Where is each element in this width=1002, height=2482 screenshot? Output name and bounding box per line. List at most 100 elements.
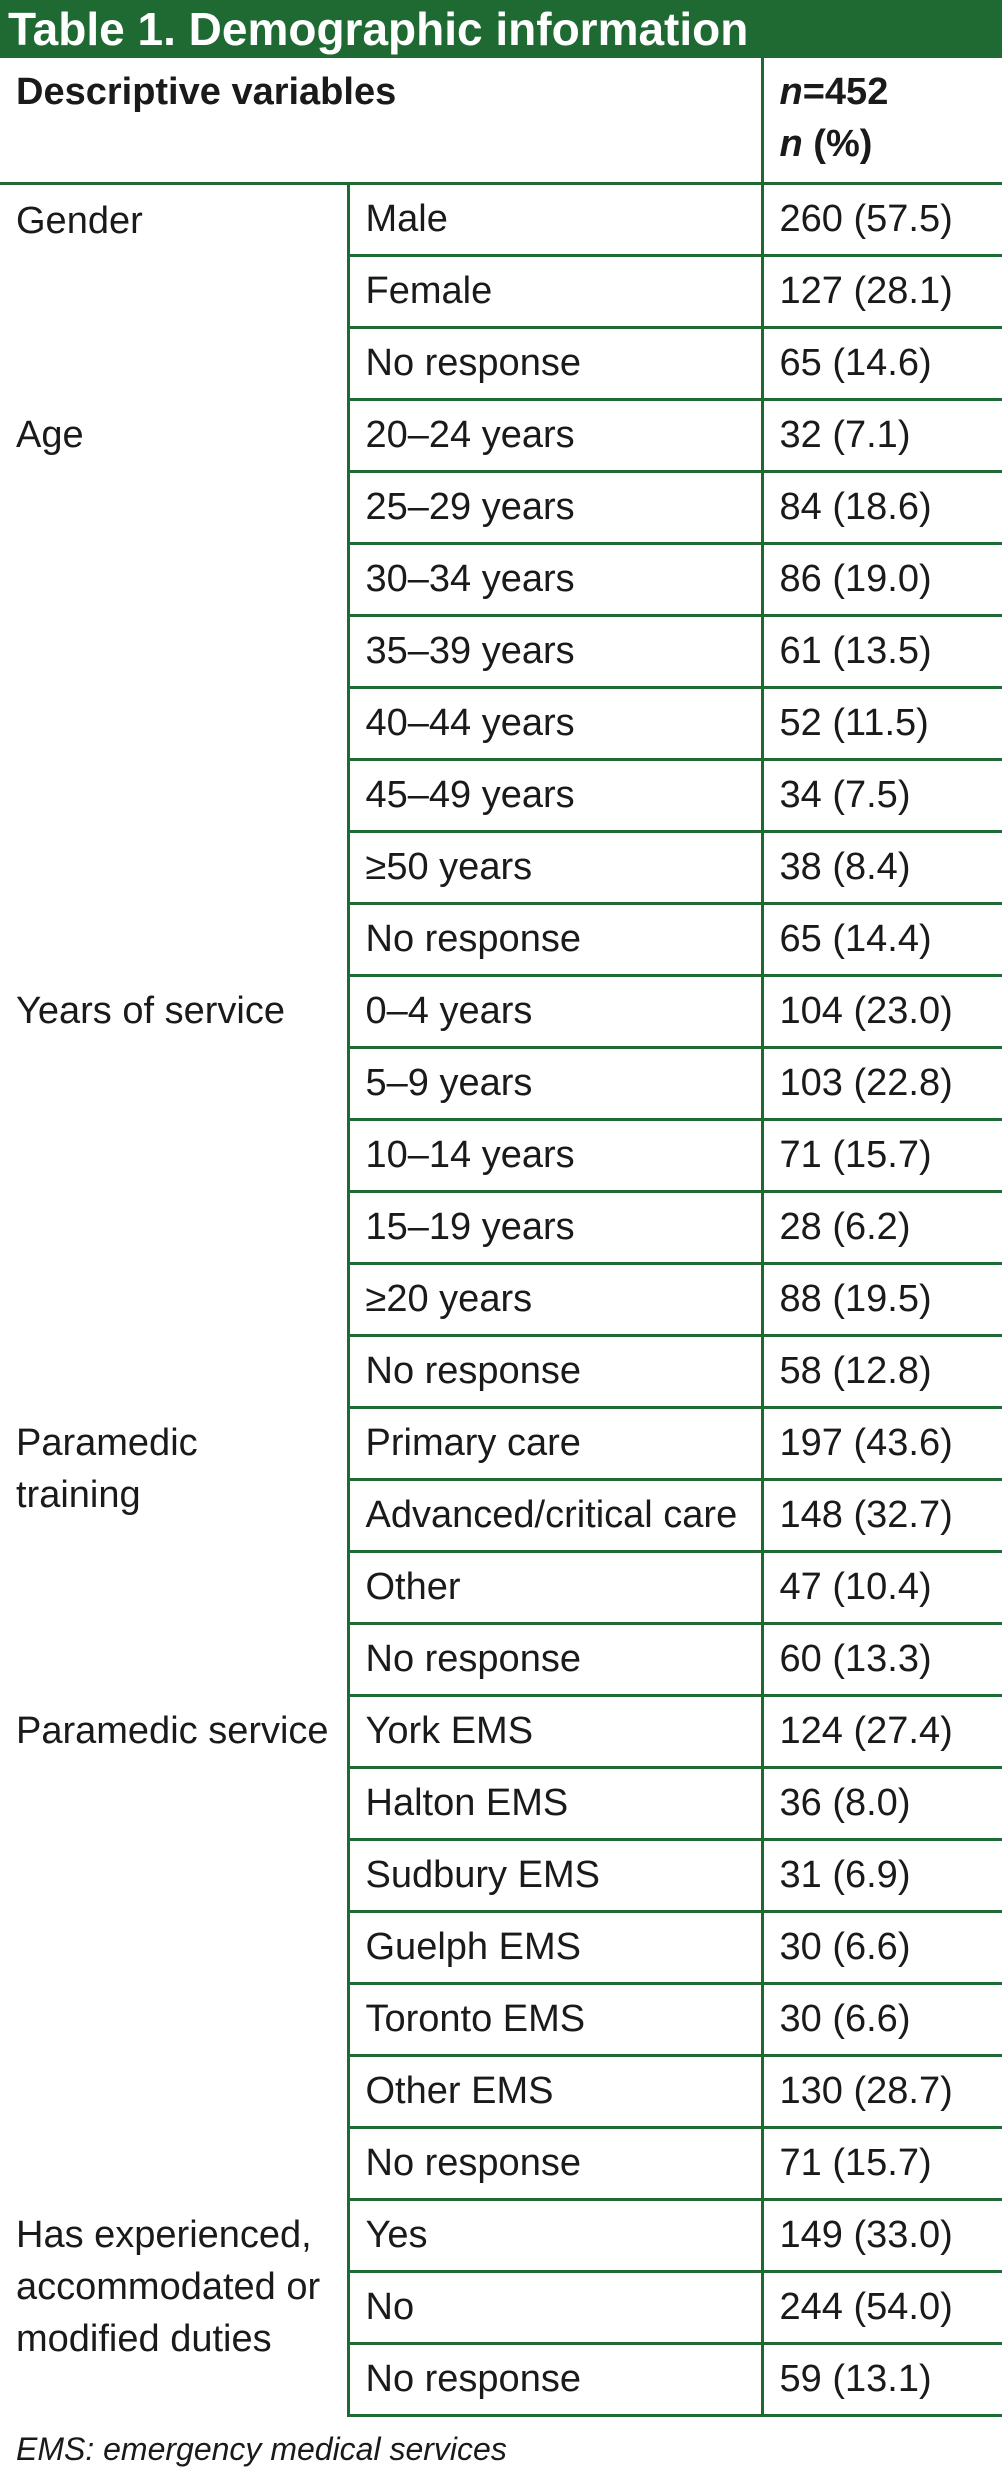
value-cell: 65 (14.6) (762, 327, 1002, 401)
table-row: No response 58 (12.8) (0, 1335, 1002, 1409)
table-row: Female 127 (28.1) (0, 255, 1002, 329)
table-row: 15–19 years 28 (6.2) (0, 1191, 1002, 1265)
value-cell: 130 (28.7) (762, 2055, 1002, 2129)
header-descriptive-variables: Descriptive variables (0, 58, 764, 185)
table-footnote: EMS: emergency medical services (16, 2430, 507, 2467)
value-cell: 124 (27.4) (762, 1695, 1002, 1769)
subcategory-cell: No response (348, 1335, 764, 1409)
table-row: Sudbury EMS 31 (6.9) (0, 1839, 1002, 1913)
table-row: 25–29 years 84 (18.6) (0, 471, 1002, 545)
subcategory-cell: Other EMS (348, 2055, 764, 2129)
subcategory-cell: Other (348, 1551, 764, 1625)
table-row: No 244 (54.0) (0, 2271, 1002, 2345)
table-row: Halton EMS 36 (8.0) (0, 1767, 1002, 1841)
value-cell: 127 (28.1) (762, 255, 1002, 329)
subcategory-cell: 30–34 years (348, 543, 764, 617)
subcategory-cell: No response (348, 1623, 764, 1697)
value-cell: 88 (19.5) (762, 1263, 1002, 1337)
subcategory-cell: York EMS (348, 1695, 764, 1769)
category-cell: Age (0, 399, 350, 975)
header-n-symbol: n (779, 71, 803, 113)
subcategory-cell: Sudbury EMS (348, 1839, 764, 1913)
subcategory-cell: 45–49 years (348, 759, 764, 833)
subcategory-cell: Yes (348, 2199, 764, 2273)
table-row: 30–34 years 86 (19.0) (0, 543, 1002, 617)
value-cell: 47 (10.4) (762, 1551, 1002, 1625)
category-cell: Paramedic training (0, 1407, 350, 1695)
value-cell: 104 (23.0) (762, 975, 1002, 1049)
header-pct-label: (%) (802, 123, 873, 165)
table-row: Years of service 0–4 years 104 (23.0) (0, 975, 1002, 1407)
value-cell: 38 (8.4) (762, 831, 1002, 905)
subcategory-cell: No response (348, 2127, 764, 2201)
table-row: Paramedic service York EMS 124 (27.4) (0, 1695, 1002, 2199)
table-row: Gender Male 260 (57.5) (0, 183, 1002, 399)
table-body: Gender Male 260 (57.5) Female 127 (28.1) No r… (0, 183, 1002, 2417)
value-cell: 31 (6.9) (762, 1839, 1002, 1913)
subcategory-cell: 5–9 years (348, 1047, 764, 1121)
table-row: Paramedic training Primary care 197 (43.6) (0, 1407, 1002, 1695)
table-row: Other EMS 130 (28.7) (0, 2055, 1002, 2129)
value-cell: 71 (15.7) (762, 1119, 1002, 1193)
header-n: n=452 n (%) (762, 58, 1002, 185)
value-cell: 59 (13.1) (762, 2343, 1002, 2417)
table-row: No response 60 (13.3) (0, 1623, 1002, 1697)
category-cell: Years of service (0, 975, 350, 1407)
table-row: Age 20–24 years 32 (7.1) (0, 399, 1002, 975)
subcategory-cell: Male (348, 183, 764, 257)
table-row: 35–39 years 61 (13.5) (0, 615, 1002, 689)
subcategory-cell: 40–44 years (348, 687, 764, 761)
table-row: Advanced/critical care 148 (32.7) (0, 1479, 1002, 1553)
subcategory-cell: No (348, 2271, 764, 2345)
table-row: 40–44 years 52 (11.5) (0, 687, 1002, 761)
demographic-table: Descriptive variables n=452 n (%) Gender… (0, 58, 1002, 2417)
subcategory-cell: 25–29 years (348, 471, 764, 545)
subcategory-cell: Guelph EMS (348, 1911, 764, 1985)
header-pct-symbol: n (779, 123, 803, 165)
value-cell: 61 (13.5) (762, 615, 1002, 689)
value-cell: 34 (7.5) (762, 759, 1002, 833)
table-row: Guelph EMS 30 (6.6) (0, 1911, 1002, 1985)
subcategory-cell: Halton EMS (348, 1767, 764, 1841)
table-row: 45–49 years 34 (7.5) (0, 759, 1002, 833)
table-title: Table 1. Demographic information (0, 0, 1002, 58)
value-cell: 58 (12.8) (762, 1335, 1002, 1409)
subcategory-cell: 15–19 years (348, 1191, 764, 1265)
value-cell: 84 (18.6) (762, 471, 1002, 545)
value-cell: 244 (54.0) (762, 2271, 1002, 2345)
subcategory-cell: Toronto EMS (348, 1983, 764, 2057)
category-cell: Has experienced, accommodated or modifie… (0, 2199, 350, 2415)
table-row: Has experienced, accommodated or modifie… (0, 2199, 1002, 2415)
value-cell: 60 (13.3) (762, 1623, 1002, 1697)
value-cell: 65 (14.4) (762, 903, 1002, 977)
table-header-row: Descriptive variables n=452 n (%) (0, 58, 1002, 185)
table-row: No response 65 (14.6) (0, 327, 1002, 401)
header-n-value: =452 (802, 71, 889, 113)
category-cell: Gender (0, 183, 350, 399)
subcategory-cell: Female (348, 255, 764, 329)
value-cell: 71 (15.7) (762, 2127, 1002, 2201)
subcategory-cell: Primary care (348, 1407, 764, 1481)
value-cell: 260 (57.5) (762, 183, 1002, 257)
value-cell: 32 (7.1) (762, 399, 1002, 473)
subcategory-cell: No response (348, 2343, 764, 2417)
value-cell: 30 (6.6) (762, 1983, 1002, 2057)
value-cell: 197 (43.6) (762, 1407, 1002, 1481)
subcategory-cell: No response (348, 903, 764, 977)
category-cell: Paramedic service (0, 1695, 350, 2199)
subcategory-cell: No response (348, 327, 764, 401)
table-row: No response 65 (14.4) (0, 903, 1002, 977)
subcategory-cell: 20–24 years (348, 399, 764, 473)
value-cell: 149 (33.0) (762, 2199, 1002, 2273)
value-cell: 52 (11.5) (762, 687, 1002, 761)
value-cell: 28 (6.2) (762, 1191, 1002, 1265)
table-row: Toronto EMS 30 (6.6) (0, 1983, 1002, 2057)
value-cell: 148 (32.7) (762, 1479, 1002, 1553)
table-row: No response 71 (15.7) (0, 2127, 1002, 2201)
value-cell: 86 (19.0) (762, 543, 1002, 617)
subcategory-cell: ≥50 years (348, 831, 764, 905)
value-cell: 36 (8.0) (762, 1767, 1002, 1841)
table-row: 10–14 years 71 (15.7) (0, 1119, 1002, 1193)
subcategory-cell: ≥20 years (348, 1263, 764, 1337)
subcategory-cell: Advanced/critical care (348, 1479, 764, 1553)
